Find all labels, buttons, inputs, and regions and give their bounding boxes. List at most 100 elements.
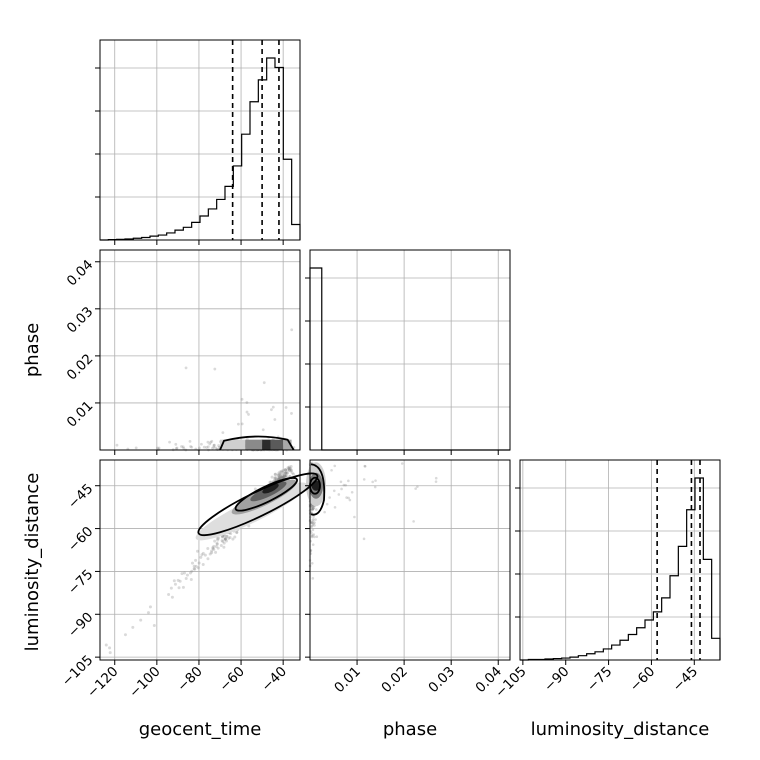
sample-point-geocent_time-luminosity_distance: [277, 473, 281, 477]
sample-point-geocent_time-luminosity_distance: [287, 469, 291, 473]
sample-point-geocent_time-luminosity_distance: [201, 563, 205, 567]
sample-point-geocent_time-phase: [212, 445, 216, 449]
sample-point-geocent_time-luminosity_distance: [283, 471, 287, 475]
sample-point-geocent_time-luminosity_distance: [216, 538, 220, 542]
sample-point-geocent_time-luminosity_distance: [285, 471, 289, 475]
x-axis-title-luminosity_distance: luminosity_distance: [531, 719, 710, 740]
sample-point-geocent_time-luminosity_distance: [273, 476, 277, 480]
sample-point-geocent_time-luminosity_distance: [201, 551, 205, 555]
sample-point-phase-luminosity_distance: [312, 522, 315, 525]
x-tick-label-geocent_time: −40: [259, 664, 290, 695]
sample-point-geocent_time-luminosity_distance: [206, 546, 210, 550]
sample-point-geocent_time-phase: [184, 366, 188, 370]
sample-point-phase-luminosity_distance: [311, 507, 315, 511]
sample-point-phase-luminosity_distance: [310, 507, 313, 511]
sample-point-geocent_time-luminosity_distance: [284, 471, 288, 475]
sample-point-geocent_time-luminosity_distance: [275, 478, 279, 482]
sample-point-geocent_time-luminosity_distance: [213, 539, 217, 543]
sample-point-phase-luminosity_distance: [434, 480, 438, 483]
y-tick-label-luminosity_distance: −90: [65, 609, 96, 640]
text-layer: −120 −100 −80 −60 −40 0.01 0.02 0.03 0.04−105 −90…: [22, 257, 709, 740]
sample-point-phase-luminosity_distance: [310, 534, 314, 538]
sample-point-geocent_time-luminosity_distance: [185, 573, 189, 577]
sample-point-phase-luminosity_distance: [310, 521, 313, 524]
sample-point-geocent_time-phase: [200, 442, 203, 446]
sample-point-geocent_time-phase: [270, 408, 273, 412]
sample-point-geocent_time-luminosity_distance: [284, 468, 288, 472]
sample-point-geocent_time-phase: [208, 442, 212, 446]
x-axis-title-phase: phase: [383, 719, 437, 740]
sample-point-geocent_time-luminosity_distance: [278, 472, 282, 476]
x-tick-label-phase: 0.03: [425, 664, 458, 697]
sample-point-geocent_time-luminosity_distance: [214, 550, 218, 554]
sample-point-phase-luminosity_distance: [311, 507, 314, 511]
sample-point-phase-luminosity_distance: [311, 505, 315, 509]
sample-point-geocent_time-luminosity_distance: [221, 540, 225, 544]
tick-layer: [95, 67, 695, 665]
panel-phase-vs-luminosity_distance-frame: [309, 459, 511, 661]
x-tick-label-geocent_time: −100: [126, 664, 164, 702]
sample-point-geocent_time-luminosity_distance: [215, 542, 219, 546]
density-cell-geocent_time-phase-3: [270, 439, 284, 450]
sample-point-phase-luminosity_distance: [315, 508, 318, 511]
sample-point-geocent_time-luminosity_distance: [270, 475, 274, 479]
sample-point-geocent_time-luminosity_distance: [281, 476, 285, 480]
sample-point-geocent_time-luminosity_distance: [217, 536, 221, 540]
sample-point-phase-luminosity_distance: [311, 519, 315, 523]
sample-point-phase-luminosity_distance: [311, 508, 315, 511]
sample-point-geocent_time-phase: [221, 431, 225, 434]
sample-point-geocent_time-phase: [180, 445, 183, 448]
y-tick-label-luminosity_distance: −45: [65, 481, 96, 512]
sample-point-phase-luminosity_distance: [348, 498, 352, 502]
sample-point-geocent_time-phase: [271, 405, 275, 409]
sample-point-geocent_time-luminosity_distance: [281, 469, 285, 473]
sample-point-geocent_time-luminosity_distance: [277, 476, 281, 480]
y-tick-label-luminosity_distance: −60: [65, 524, 96, 555]
sample-point-geocent_time-luminosity_distance: [192, 567, 196, 571]
contour-outer-phase-luminosity_distance: [310, 463, 326, 516]
sample-point-geocent_time-luminosity_distance: [283, 472, 287, 476]
sample-point-phase-luminosity_distance: [434, 476, 438, 480]
histogram-phase: [309, 267, 510, 451]
sample-point-geocent_time-luminosity_distance: [212, 548, 216, 552]
sample-point-geocent_time-luminosity_distance: [279, 473, 283, 477]
sample-point-geocent_time-luminosity_distance: [228, 536, 232, 540]
y-tick-label-phase: 0.01: [64, 398, 97, 431]
sample-point-geocent_time-phase: [290, 328, 294, 332]
density-cell-geocent_time-phase-4: [283, 439, 292, 450]
sample-point-phase-luminosity_distance: [314, 518, 317, 521]
sample-point-geocent_time-luminosity_distance: [215, 536, 219, 540]
sample-point-phase-luminosity_distance: [310, 524, 314, 528]
sample-point-geocent_time-phase: [156, 446, 159, 450]
sample-point-phase-luminosity_distance: [342, 483, 346, 487]
sample-point-geocent_time-luminosity_distance: [200, 553, 204, 557]
sample-point-phase-luminosity_distance: [310, 521, 314, 524]
sample-point-geocent_time-luminosity_distance: [278, 476, 282, 480]
sample-point-phase-luminosity_distance: [373, 485, 377, 489]
sample-point-geocent_time-luminosity_distance: [278, 474, 282, 478]
sample-point-geocent_time-luminosity_distance: [281, 474, 285, 478]
sample-point-geocent_time-luminosity_distance: [290, 468, 294, 472]
sample-point-geocent_time-phase: [237, 422, 240, 426]
density-cell-geocent_time-phase-2: [262, 439, 271, 450]
sample-point-geocent_time-luminosity_distance: [280, 476, 284, 480]
density-fill-geocent_time-luminosity_distance-3: [262, 483, 279, 494]
sample-point-phase-luminosity_distance: [311, 528, 315, 532]
sample-point-geocent_time-luminosity_distance: [108, 646, 112, 650]
sample-point-geocent_time-luminosity_distance: [220, 539, 224, 543]
sample-point-geocent_time-luminosity_distance: [283, 468, 287, 472]
sample-point-geocent_time-luminosity_distance: [274, 476, 278, 480]
sample-point-phase-luminosity_distance: [313, 524, 316, 527]
sample-point-geocent_time-phase: [290, 412, 293, 415]
sample-point-phase-luminosity_distance: [345, 496, 348, 499]
sample-point-geocent_time-phase: [261, 428, 265, 432]
sample-point-geocent_time-luminosity_distance: [231, 537, 235, 541]
sample-point-geocent_time-luminosity_distance: [196, 549, 200, 553]
sample-point-geocent_time-phase: [198, 446, 201, 450]
sample-point-geocent_time-luminosity_distance: [273, 477, 277, 481]
sample-point-geocent_time-phase: [209, 440, 213, 444]
sample-point-geocent_time-luminosity_distance: [223, 537, 227, 541]
sample-point-geocent_time-luminosity_distance: [188, 571, 192, 575]
sample-point-geocent_time-luminosity_distance: [192, 564, 196, 568]
